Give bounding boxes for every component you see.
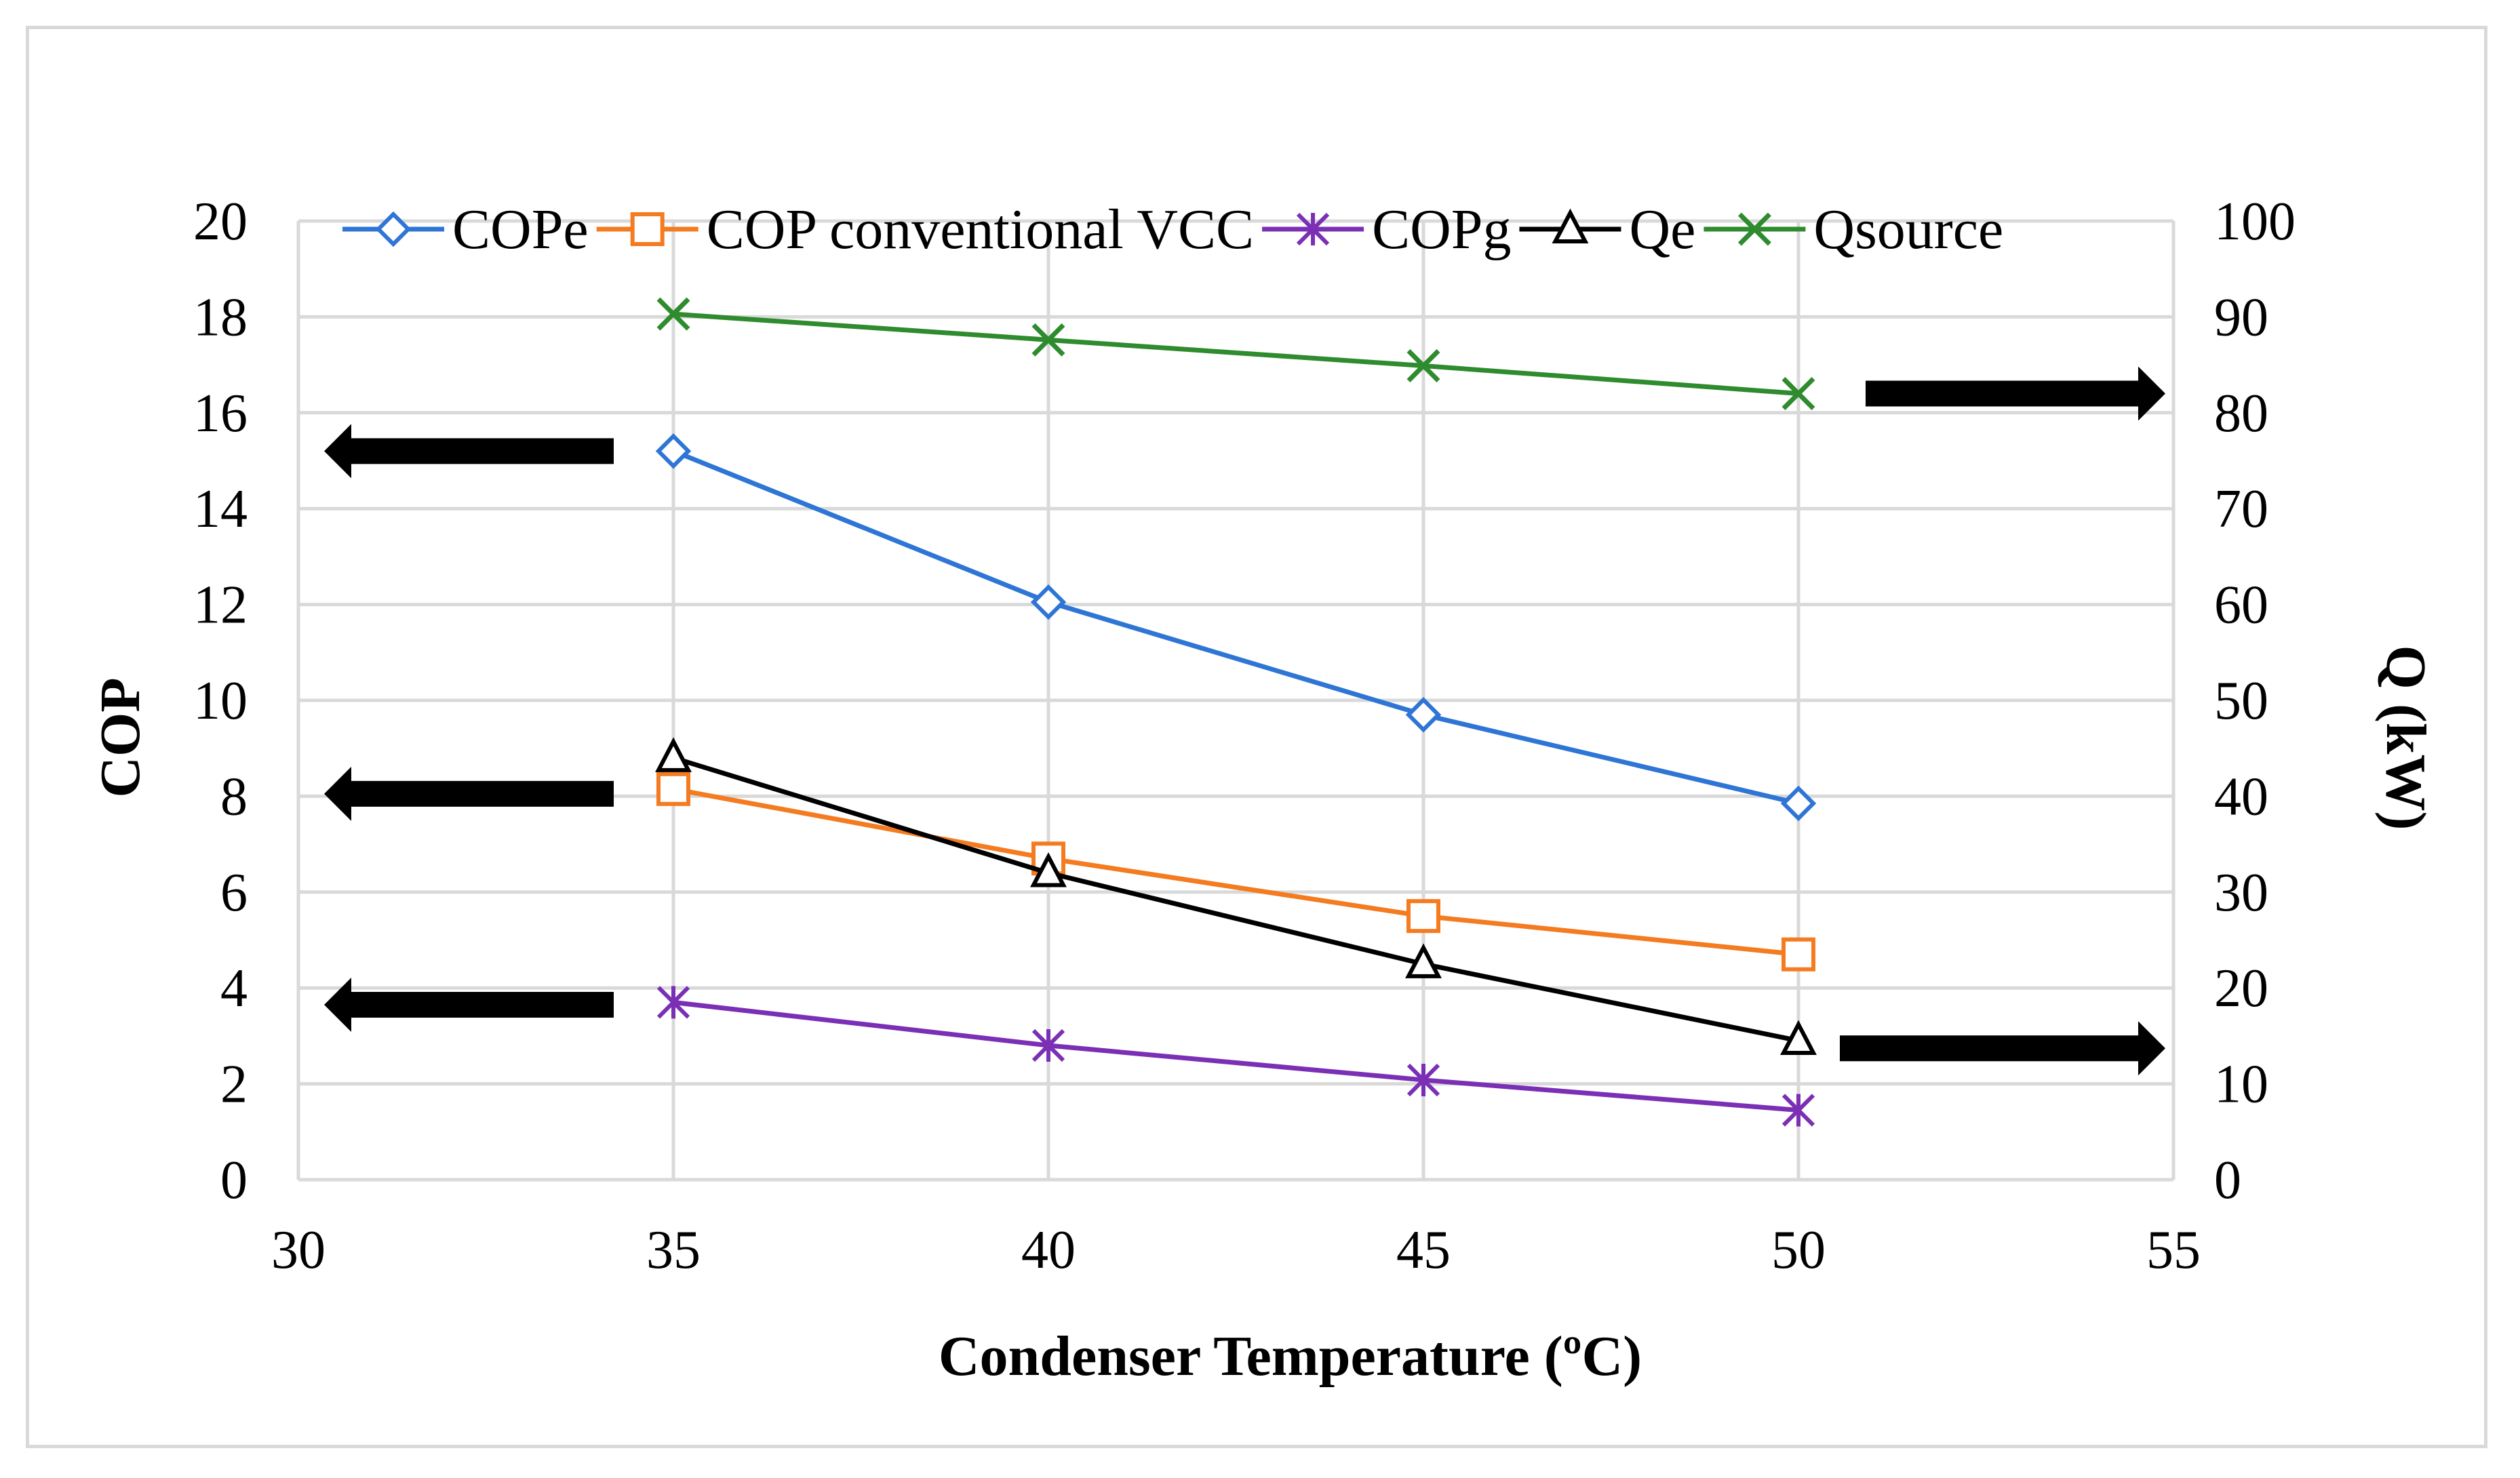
series-line-qe [672, 755, 1799, 1043]
data-point-cope [1405, 696, 1442, 733]
data-point-qsource [656, 297, 690, 331]
legend-marker-cope [375, 211, 412, 247]
x-tick-label: 55 [2146, 1220, 2201, 1280]
series-line-copg [673, 999, 1799, 1113]
legend-marker-cop-conventional-vcc [630, 212, 665, 246]
data-point-qsource [1781, 377, 1815, 410]
y2-tick-label: 60 [2214, 576, 2268, 635]
y2-tick-label: 30 [2214, 863, 2268, 923]
axis-arrow-left [324, 766, 614, 821]
data-point-cope [1780, 785, 1817, 822]
y-tick-label: 4 [220, 959, 248, 1018]
chart-svg: 0 2 4 6 8 10 12 14 16 18 20 0 10 20 30 40 50 60 70 80 90 100 3… [89, 192, 2437, 1388]
axis-arrow-left [324, 424, 614, 479]
data-point-cop-conventional-vcc [1781, 937, 1815, 972]
y-tick-label: 8 [220, 767, 248, 826]
legend-marker-qsource [1737, 212, 1771, 246]
legend-marker-qe [1552, 208, 1589, 243]
y2-axis-title: Q (kW) [2374, 645, 2437, 831]
y-tick-label: 20 [193, 192, 248, 252]
data-point-copg [1781, 1094, 1815, 1127]
data-point-copg [1406, 1063, 1440, 1097]
legend-label-cop-conventional-vcc: COP conventional VCC [707, 198, 1254, 261]
y2-tick-label: 70 [2214, 479, 2268, 539]
x-tick-label: 30 [271, 1220, 326, 1280]
chart-frame: 0 2 4 6 8 10 12 14 16 18 20 0 10 20 30 40 50 60 70 80 90 100 3… [26, 26, 2487, 1448]
y2-tick-label: 50 [2214, 671, 2268, 731]
legend-label-copg: COPg [1372, 198, 1511, 261]
series-line-cop-conventional-vcc [673, 786, 1799, 957]
legend-layer: COPe COP conventional VCC COPg Qe Qsource [342, 198, 2003, 261]
axis-arrow-right [1840, 1021, 2165, 1076]
x-axis-title: Condenser Temperature (ºC) [939, 1325, 1642, 1388]
y-tick-label: 12 [193, 576, 248, 635]
y2-tick-label: 90 [2214, 287, 2268, 347]
y-tick-label: 6 [220, 863, 248, 923]
y-tick-label: 14 [193, 479, 248, 539]
grid-layer [296, 219, 2176, 1182]
y2-tick-label: 40 [2214, 767, 2268, 826]
legend-label-qsource: Qsource [1813, 198, 2003, 261]
data-point-copg [656, 986, 690, 1019]
axis-arrow-left [324, 977, 614, 1032]
data-point-cop-conventional-vcc [656, 772, 690, 806]
data-point-qe [1405, 943, 1442, 978]
data-point-qsource [1406, 349, 1440, 382]
x-tick-label: 35 [646, 1220, 701, 1280]
series-line-cope [672, 449, 1799, 806]
data-point-qe [1780, 1020, 1817, 1055]
data-point-qsource [1031, 323, 1065, 357]
data-point-qe [1030, 852, 1067, 887]
x-tick-label: 45 [1396, 1220, 1451, 1280]
data-point-cope [1030, 584, 1067, 620]
arrow-layer [324, 366, 2165, 1076]
legend-label-qe: Qe [1629, 198, 1695, 261]
y2-tick-label: 10 [2214, 1055, 2268, 1115]
legend-marker-copg [1296, 212, 1330, 246]
y-tick-label: 2 [220, 1055, 248, 1115]
y-axis-title: COP [89, 677, 152, 797]
y-tick-label: 18 [193, 287, 248, 347]
axis-arrow-right [1866, 366, 2165, 421]
x-tick-label: 40 [1021, 1220, 1076, 1280]
data-point-cop-conventional-vcc [1406, 899, 1440, 934]
axis-layer: 0 2 4 6 8 10 12 14 16 18 20 0 10 20 30 40 50 60 70 80 90 100 3… [193, 192, 2296, 1280]
y2-tick-label: 20 [2214, 959, 2268, 1018]
data-point-copg [1031, 1028, 1065, 1062]
series-line-qsource [673, 311, 1799, 397]
y-tick-label: 0 [220, 1151, 248, 1210]
y2-tick-label: 0 [2214, 1151, 2241, 1210]
x-tick-label: 50 [1771, 1220, 1826, 1280]
y2-tick-label: 80 [2214, 384, 2268, 443]
y-tick-label: 10 [193, 671, 248, 731]
data-point-cope [655, 433, 692, 469]
legend-label-cope: COPe [452, 198, 589, 261]
y-tick-label: 16 [193, 384, 248, 443]
series-layer [655, 297, 1817, 1127]
data-point-qe [655, 737, 692, 772]
y2-tick-label: 100 [2214, 192, 2296, 252]
